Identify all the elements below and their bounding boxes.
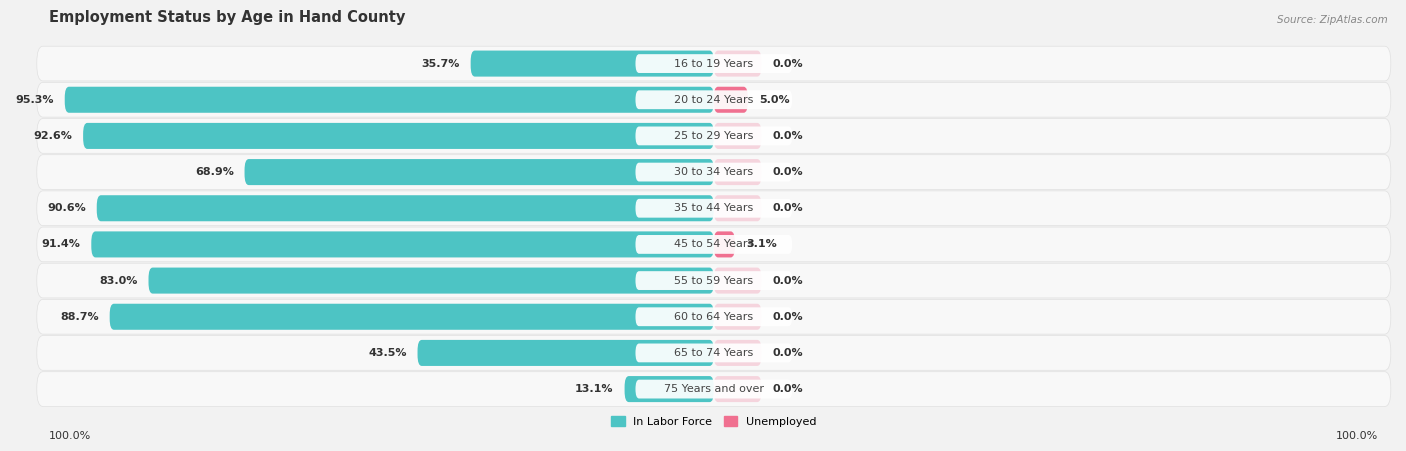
Text: 0.0%: 0.0% bbox=[772, 59, 803, 69]
FancyBboxPatch shape bbox=[636, 380, 792, 399]
Text: 43.5%: 43.5% bbox=[368, 348, 406, 358]
Text: 30 to 34 Years: 30 to 34 Years bbox=[675, 167, 754, 177]
FancyBboxPatch shape bbox=[714, 87, 748, 113]
FancyBboxPatch shape bbox=[636, 54, 792, 73]
Text: 55 to 59 Years: 55 to 59 Years bbox=[675, 276, 754, 285]
Text: 0.0%: 0.0% bbox=[772, 276, 803, 285]
Text: 88.7%: 88.7% bbox=[60, 312, 98, 322]
Text: 0.0%: 0.0% bbox=[772, 167, 803, 177]
FancyBboxPatch shape bbox=[91, 231, 714, 258]
Text: 3.1%: 3.1% bbox=[745, 239, 776, 249]
Text: 0.0%: 0.0% bbox=[772, 348, 803, 358]
FancyBboxPatch shape bbox=[37, 191, 1391, 226]
Text: 92.6%: 92.6% bbox=[34, 131, 72, 141]
FancyBboxPatch shape bbox=[714, 376, 762, 402]
FancyBboxPatch shape bbox=[714, 123, 762, 149]
Text: Employment Status by Age in Hand County: Employment Status by Age in Hand County bbox=[49, 10, 405, 25]
FancyBboxPatch shape bbox=[636, 235, 792, 254]
FancyBboxPatch shape bbox=[714, 195, 762, 221]
Text: 0.0%: 0.0% bbox=[772, 384, 803, 394]
FancyBboxPatch shape bbox=[714, 304, 762, 330]
Text: 35.7%: 35.7% bbox=[422, 59, 460, 69]
Text: 100.0%: 100.0% bbox=[1336, 431, 1378, 441]
Text: 35 to 44 Years: 35 to 44 Years bbox=[675, 203, 754, 213]
Text: 68.9%: 68.9% bbox=[195, 167, 233, 177]
FancyBboxPatch shape bbox=[714, 267, 762, 294]
FancyBboxPatch shape bbox=[149, 267, 714, 294]
Text: 45 to 54 Years: 45 to 54 Years bbox=[675, 239, 754, 249]
FancyBboxPatch shape bbox=[714, 231, 735, 258]
Text: 75 Years and over: 75 Years and over bbox=[664, 384, 763, 394]
FancyBboxPatch shape bbox=[636, 271, 792, 290]
FancyBboxPatch shape bbox=[636, 307, 792, 326]
Text: 0.0%: 0.0% bbox=[772, 312, 803, 322]
FancyBboxPatch shape bbox=[714, 159, 762, 185]
FancyBboxPatch shape bbox=[37, 227, 1391, 262]
FancyBboxPatch shape bbox=[97, 195, 714, 221]
Text: 91.4%: 91.4% bbox=[42, 239, 80, 249]
FancyBboxPatch shape bbox=[37, 372, 1391, 406]
Text: 65 to 74 Years: 65 to 74 Years bbox=[675, 348, 754, 358]
Text: 16 to 19 Years: 16 to 19 Years bbox=[675, 59, 754, 69]
FancyBboxPatch shape bbox=[418, 340, 714, 366]
FancyBboxPatch shape bbox=[636, 127, 792, 145]
Text: 100.0%: 100.0% bbox=[49, 431, 91, 441]
FancyBboxPatch shape bbox=[37, 46, 1391, 81]
FancyBboxPatch shape bbox=[110, 304, 714, 330]
FancyBboxPatch shape bbox=[37, 83, 1391, 117]
FancyBboxPatch shape bbox=[245, 159, 714, 185]
FancyBboxPatch shape bbox=[624, 376, 714, 402]
Text: Source: ZipAtlas.com: Source: ZipAtlas.com bbox=[1277, 15, 1388, 25]
FancyBboxPatch shape bbox=[714, 340, 762, 366]
Text: 25 to 29 Years: 25 to 29 Years bbox=[673, 131, 754, 141]
FancyBboxPatch shape bbox=[37, 155, 1391, 189]
FancyBboxPatch shape bbox=[714, 51, 762, 77]
Legend: In Labor Force, Unemployed: In Labor Force, Unemployed bbox=[607, 412, 821, 431]
FancyBboxPatch shape bbox=[636, 90, 792, 109]
Text: 0.0%: 0.0% bbox=[772, 131, 803, 141]
Text: 83.0%: 83.0% bbox=[100, 276, 138, 285]
FancyBboxPatch shape bbox=[636, 163, 792, 181]
FancyBboxPatch shape bbox=[37, 336, 1391, 370]
FancyBboxPatch shape bbox=[471, 51, 714, 77]
Text: 5.0%: 5.0% bbox=[759, 95, 789, 105]
Text: 95.3%: 95.3% bbox=[15, 95, 53, 105]
Text: 60 to 64 Years: 60 to 64 Years bbox=[675, 312, 754, 322]
FancyBboxPatch shape bbox=[37, 299, 1391, 334]
FancyBboxPatch shape bbox=[37, 263, 1391, 298]
Text: 13.1%: 13.1% bbox=[575, 384, 613, 394]
Text: 0.0%: 0.0% bbox=[772, 203, 803, 213]
FancyBboxPatch shape bbox=[636, 344, 792, 362]
Text: 20 to 24 Years: 20 to 24 Years bbox=[673, 95, 754, 105]
FancyBboxPatch shape bbox=[83, 123, 714, 149]
FancyBboxPatch shape bbox=[65, 87, 714, 113]
Text: 90.6%: 90.6% bbox=[46, 203, 86, 213]
FancyBboxPatch shape bbox=[37, 119, 1391, 153]
FancyBboxPatch shape bbox=[636, 199, 792, 218]
